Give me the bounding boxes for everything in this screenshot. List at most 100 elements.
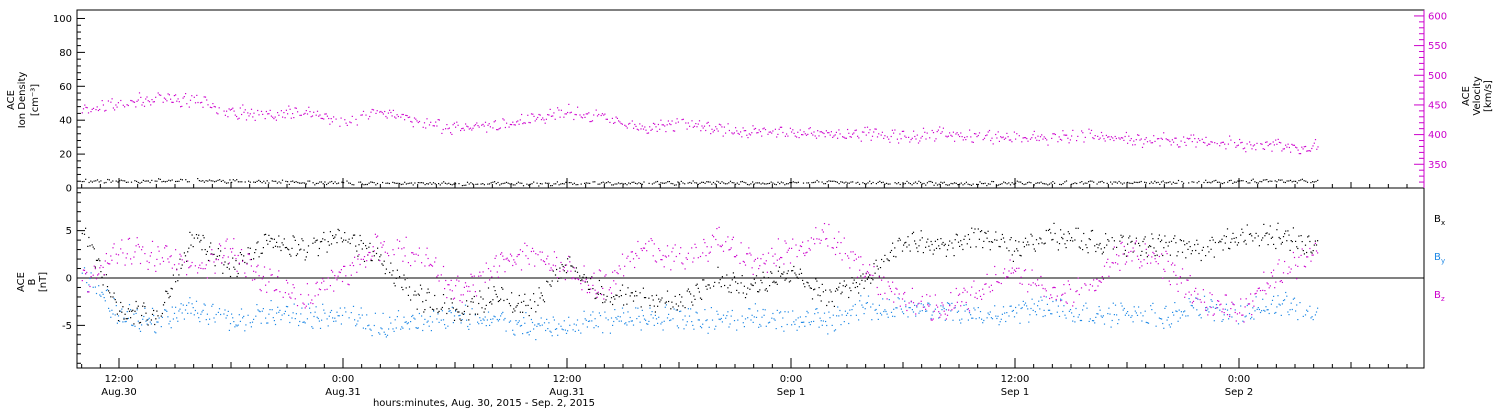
bx-point bbox=[1129, 235, 1131, 237]
bz-point bbox=[511, 255, 513, 257]
by-point bbox=[819, 317, 821, 319]
by-point bbox=[1034, 311, 1036, 313]
bz-point bbox=[87, 291, 89, 293]
bx-point bbox=[1063, 233, 1065, 235]
density-point bbox=[147, 180, 149, 182]
bz-point bbox=[1265, 293, 1267, 295]
bx-point bbox=[592, 288, 594, 290]
density-point bbox=[1300, 179, 1302, 181]
bx-point bbox=[1155, 250, 1157, 252]
density-point bbox=[841, 181, 844, 183]
bx-point bbox=[582, 276, 584, 278]
velocity-point bbox=[1311, 147, 1313, 150]
velocity-point bbox=[330, 118, 332, 120]
bx-point bbox=[803, 283, 805, 285]
bz-point bbox=[654, 260, 656, 262]
by-point bbox=[1130, 316, 1132, 318]
velocity-point bbox=[988, 129, 991, 132]
by-point bbox=[1015, 306, 1017, 309]
by-point bbox=[655, 318, 658, 320]
velocity-point bbox=[753, 128, 755, 130]
bz-point bbox=[876, 286, 878, 289]
density-point bbox=[1196, 182, 1198, 184]
density-point bbox=[275, 180, 277, 182]
velocity-point bbox=[560, 109, 562, 111]
bx-point bbox=[988, 241, 990, 243]
by-point bbox=[884, 309, 886, 311]
velocity-point bbox=[600, 114, 602, 117]
bottom-left-tick-label: 5 bbox=[66, 226, 72, 237]
bz-point bbox=[464, 282, 467, 284]
by-point bbox=[1231, 316, 1233, 318]
bz-point bbox=[334, 275, 336, 277]
density-point bbox=[220, 180, 222, 182]
bx-point bbox=[1019, 254, 1021, 256]
bx-point bbox=[642, 287, 644, 289]
by-point bbox=[938, 317, 940, 319]
by-point bbox=[161, 316, 163, 318]
density-point bbox=[570, 182, 572, 184]
bx-point bbox=[652, 299, 654, 301]
bz-point bbox=[170, 255, 172, 257]
bz-point bbox=[278, 270, 280, 272]
bz-point bbox=[989, 291, 991, 293]
bx-point bbox=[883, 260, 885, 263]
by-point bbox=[650, 314, 652, 316]
bz-point bbox=[898, 293, 900, 295]
bx-point bbox=[1176, 255, 1178, 257]
by-point bbox=[658, 316, 660, 318]
velocity-point bbox=[1300, 153, 1302, 155]
bz-point bbox=[578, 279, 580, 281]
bz-point bbox=[1262, 289, 1264, 291]
velocity-point bbox=[616, 117, 618, 119]
bz-point bbox=[556, 256, 558, 259]
by-point bbox=[266, 322, 268, 324]
velocity-point bbox=[218, 107, 220, 109]
bz-point bbox=[336, 279, 338, 281]
by-point bbox=[490, 318, 492, 320]
bx-point bbox=[426, 292, 428, 294]
by-point bbox=[1121, 305, 1123, 307]
velocity-point bbox=[90, 111, 92, 113]
bx-point bbox=[183, 252, 185, 254]
by-point bbox=[355, 325, 357, 327]
bz-point bbox=[968, 310, 971, 312]
bx-point bbox=[203, 237, 205, 239]
bx-point bbox=[92, 246, 94, 248]
density-point bbox=[224, 181, 226, 183]
bx-point bbox=[422, 301, 424, 303]
bz-point bbox=[773, 262, 775, 264]
bz-point bbox=[1125, 261, 1128, 263]
velocity-point bbox=[716, 128, 718, 130]
velocity-point bbox=[280, 110, 282, 112]
bz-point bbox=[559, 270, 561, 272]
by-point bbox=[803, 321, 805, 323]
bx-point bbox=[1173, 237, 1175, 240]
by-point bbox=[849, 309, 851, 311]
by-point bbox=[1169, 326, 1171, 328]
bz-point bbox=[1131, 260, 1133, 262]
density-point bbox=[1098, 181, 1100, 183]
by-point bbox=[1052, 300, 1054, 303]
bx-point bbox=[100, 271, 102, 273]
velocity-point bbox=[1089, 132, 1091, 134]
by-point bbox=[486, 319, 488, 321]
bx-point bbox=[347, 241, 349, 243]
velocity-point bbox=[452, 124, 454, 126]
bx-point bbox=[1094, 245, 1096, 247]
bz-point bbox=[290, 297, 292, 299]
velocity-point bbox=[437, 119, 439, 121]
density-point bbox=[955, 182, 957, 184]
bx-point bbox=[1248, 233, 1251, 235]
velocity-point bbox=[787, 135, 789, 137]
velocity-point bbox=[197, 101, 199, 104]
velocity-point bbox=[1245, 151, 1247, 153]
by-point bbox=[312, 327, 314, 329]
velocity-point bbox=[903, 130, 905, 132]
x-tick-label-time: 0:00 bbox=[332, 374, 354, 385]
velocity-point bbox=[613, 122, 615, 124]
bz-point bbox=[318, 288, 320, 290]
density-point bbox=[826, 181, 828, 183]
bz-point bbox=[1317, 252, 1319, 254]
density-point bbox=[875, 183, 877, 185]
